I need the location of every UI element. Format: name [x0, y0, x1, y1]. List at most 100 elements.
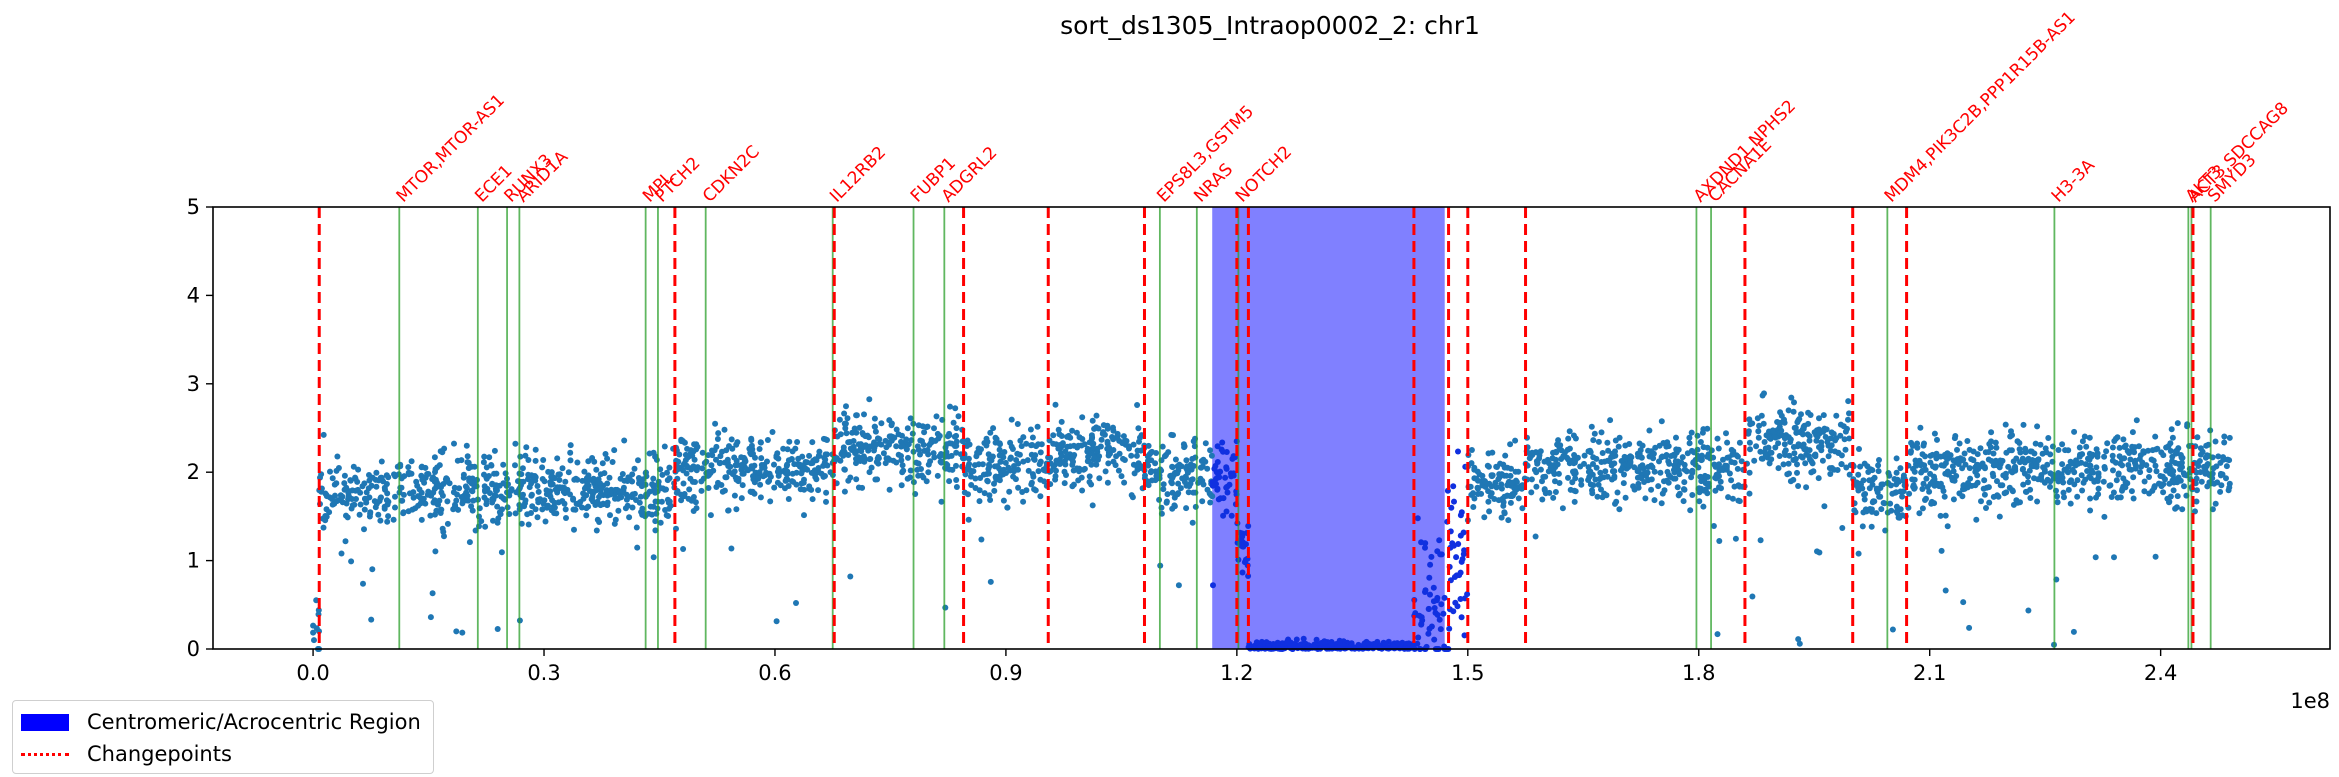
data-point — [1893, 469, 1900, 476]
data-point — [1446, 625, 1453, 632]
data-point — [1474, 468, 1481, 475]
data-point — [764, 458, 770, 465]
data-point — [488, 462, 495, 468]
data-point — [482, 487, 488, 493]
data-point — [1598, 486, 1604, 493]
data-point — [913, 459, 920, 466]
data-point — [548, 469, 555, 476]
data-point — [1028, 442, 1035, 449]
data-point — [1455, 541, 1462, 547]
data-point — [1436, 537, 1443, 544]
data-point — [1678, 459, 1685, 466]
data-point — [1089, 417, 1096, 424]
data-point — [1845, 416, 1851, 423]
data-point — [1110, 447, 1117, 453]
data-point — [1169, 475, 1176, 482]
data-point — [1951, 477, 1958, 484]
data-point — [959, 438, 966, 445]
data-point — [2174, 420, 2181, 427]
data-point — [1485, 498, 1492, 505]
data-point — [1681, 479, 1688, 486]
data-point — [1457, 596, 1464, 602]
data-point — [594, 498, 601, 505]
legend-swatch-region — [21, 713, 69, 731]
data-point — [535, 488, 542, 495]
data-point — [631, 490, 638, 497]
data-point — [1879, 481, 1886, 488]
data-point — [723, 474, 730, 481]
data-point — [871, 415, 878, 422]
data-point — [1182, 473, 1189, 480]
data-point — [1932, 463, 1939, 470]
data-point — [2013, 455, 2020, 462]
data-point — [1015, 466, 1021, 473]
data-point — [1058, 418, 1065, 425]
data-point — [1558, 456, 1565, 462]
data-point — [1686, 440, 1693, 447]
data-point — [2111, 438, 2118, 444]
data-point — [860, 453, 867, 460]
data-point — [2028, 448, 2035, 455]
data-point — [1519, 505, 1526, 512]
data-point — [1566, 428, 1573, 435]
data-point — [991, 487, 998, 494]
data-point — [1704, 444, 1711, 451]
data-point — [1944, 523, 1951, 530]
data-point — [478, 518, 485, 525]
data-point — [583, 512, 590, 519]
data-point — [1816, 426, 1822, 433]
data-point — [1160, 486, 1167, 493]
data-point — [1015, 460, 1022, 467]
legend-label-changepoints: Changepoints — [87, 742, 232, 766]
data-point — [1911, 468, 1918, 475]
data-point — [1120, 433, 1127, 440]
data-point — [978, 536, 985, 543]
data-point — [1937, 512, 1944, 519]
data-point — [2132, 462, 2139, 469]
data-point — [2108, 494, 2115, 500]
data-point — [783, 468, 790, 475]
data-point — [665, 499, 672, 506]
data-point — [1694, 432, 1701, 439]
data-point — [950, 419, 957, 426]
data-point — [859, 484, 866, 491]
data-point — [866, 396, 873, 403]
data-point — [2158, 481, 2165, 488]
data-point — [1950, 496, 1957, 503]
data-point — [451, 505, 458, 512]
data-point — [1661, 478, 1667, 485]
data-point — [1512, 437, 1519, 444]
data-point — [1086, 473, 1093, 480]
data-point — [824, 437, 830, 443]
data-point — [1680, 498, 1687, 505]
data-point — [1820, 412, 1827, 419]
data-point — [2141, 478, 2148, 485]
data-point — [522, 452, 529, 459]
data-point — [705, 472, 712, 479]
data-point — [2179, 464, 2185, 471]
data-point — [1488, 473, 1495, 479]
data-point — [2130, 495, 2137, 502]
data-point — [381, 505, 388, 512]
data-point — [481, 453, 488, 460]
data-point — [2169, 477, 2176, 484]
data-point — [2177, 477, 2184, 484]
data-point — [1822, 434, 1829, 440]
data-point — [874, 476, 881, 483]
data-point — [2087, 507, 2094, 514]
data-point — [1990, 473, 1997, 480]
data-point — [1919, 486, 1926, 492]
data-point — [1775, 465, 1782, 472]
data-point — [451, 484, 458, 491]
data-point — [2131, 449, 2138, 456]
data-point — [631, 465, 638, 472]
data-point — [2121, 444, 2128, 450]
data-point — [432, 548, 439, 555]
data-point — [2172, 505, 2179, 512]
legend-item-centromeric-region: Centromeric/Acrocentric Region — [21, 708, 421, 736]
data-point — [1552, 478, 1558, 485]
data-point — [532, 446, 539, 453]
data-point — [715, 430, 722, 437]
data-point — [994, 463, 1001, 470]
